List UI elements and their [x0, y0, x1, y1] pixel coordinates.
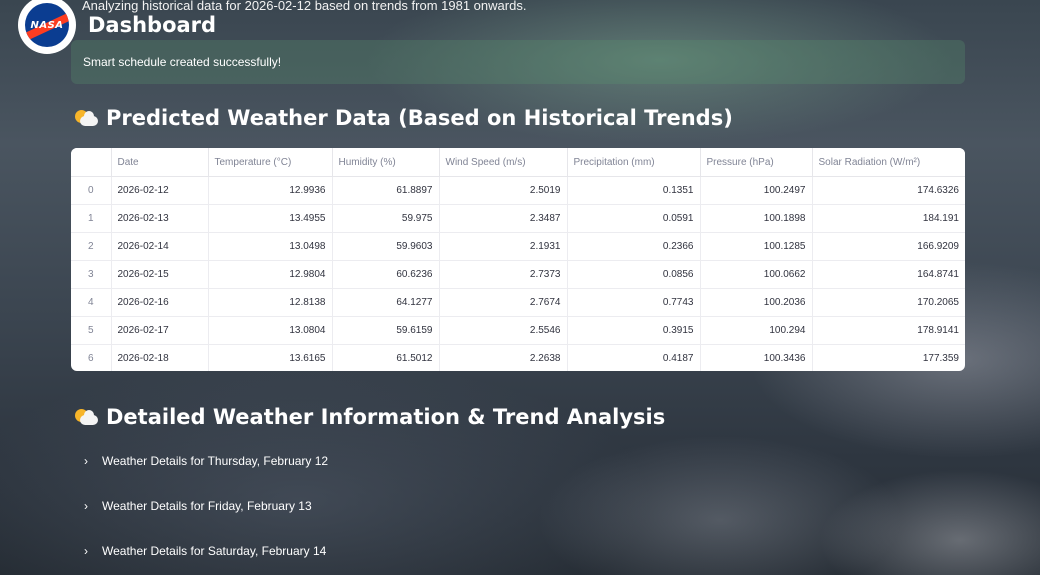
sun-behind-cloud-icon — [74, 406, 98, 428]
expander-label: Weather Details for Thursday, February 1… — [102, 454, 329, 468]
sun-behind-cloud-icon — [74, 107, 98, 129]
cell-wind-speed[interactable]: 2.5019 — [439, 176, 568, 205]
cell-pressure[interactable]: 100.1898 — [700, 204, 813, 233]
cell-temperature[interactable]: 12.9936 — [208, 176, 333, 205]
table-row[interactable]: 5 2026-02-17 13.0804 59.6159 2.5546 0.39… — [71, 316, 965, 345]
analysis-subtitle: Analyzing historical data for 2026-02-12… — [82, 0, 527, 13]
cell-solar-radiation[interactable]: 178.9141 — [812, 316, 965, 345]
row-index: 0 — [71, 176, 112, 205]
cell-humidity[interactable]: 64.1277 — [332, 288, 440, 317]
cell-temperature[interactable]: 12.9804 — [208, 260, 333, 289]
cell-humidity[interactable]: 59.9603 — [332, 232, 440, 261]
cell-temperature[interactable]: 13.4955 — [208, 204, 333, 233]
cell-pressure[interactable]: 100.3436 — [700, 344, 813, 371]
cell-solar-radiation[interactable]: 184.191 — [812, 204, 965, 233]
cell-date[interactable]: 2026-02-17 — [111, 316, 209, 345]
row-index: 3 — [71, 260, 112, 289]
cell-date[interactable]: 2026-02-15 — [111, 260, 209, 289]
cell-humidity[interactable]: 60.6236 — [332, 260, 440, 289]
success-alert: Smart schedule created successfully! — [71, 40, 965, 84]
nasa-meatball-icon: NASA — [25, 3, 69, 47]
cell-temperature[interactable]: 13.6165 — [208, 344, 333, 371]
table-header-row: Date Temperature (°C) Humidity (%) Wind … — [71, 148, 965, 177]
success-message: Smart schedule created successfully! — [83, 55, 282, 69]
row-index: 5 — [71, 316, 112, 345]
cell-temperature[interactable]: 13.0804 — [208, 316, 333, 345]
cell-precipitation[interactable]: 0.1351 — [567, 176, 701, 205]
cell-solar-radiation[interactable]: 166.9209 — [812, 232, 965, 261]
cell-precipitation[interactable]: 0.4187 — [567, 344, 701, 371]
table-row[interactable]: 1 2026-02-13 13.4955 59.975 2.3487 0.059… — [71, 204, 965, 233]
predicted-weather-table[interactable]: Date Temperature (°C) Humidity (%) Wind … — [71, 148, 965, 371]
column-header-solar-radiation[interactable]: Solar Radiation (W/m²) — [812, 148, 965, 177]
cell-solar-radiation[interactable]: 177.359 — [922, 353, 959, 364]
expander-label: Weather Details for Saturday, February 1… — [102, 544, 327, 558]
cell-date[interactable]: 2026-02-13 — [111, 204, 209, 233]
cell-wind-speed[interactable]: 2.3487 — [439, 204, 568, 233]
column-header-humidity[interactable]: Humidity (%) — [332, 148, 440, 177]
column-header-date[interactable]: Date — [111, 148, 209, 177]
row-index: 1 — [71, 204, 112, 233]
cell-precipitation[interactable]: 0.0856 — [567, 260, 701, 289]
column-header-index[interactable] — [71, 148, 112, 177]
cell-pressure[interactable]: 100.2497 — [700, 176, 813, 205]
chevron-right-icon: › — [84, 544, 88, 558]
cell-wind-speed[interactable]: 2.5546 — [439, 316, 568, 345]
cell-humidity[interactable]: 59.6159 — [332, 316, 440, 345]
cell-precipitation[interactable]: 0.0591 — [567, 204, 701, 233]
cell-date[interactable]: 2026-02-18 — [111, 344, 209, 371]
table-row[interactable]: 0 2026-02-12 12.9936 61.8897 2.5019 0.13… — [71, 176, 965, 205]
predicted-section-header: Predicted Weather Data (Based on Histori… — [74, 106, 733, 130]
details-section-title: Detailed Weather Information & Trend Ana… — [106, 405, 666, 429]
cell-wind-speed[interactable]: 2.7373 — [439, 260, 568, 289]
cell-wind-speed[interactable]: 2.2638 — [439, 344, 568, 371]
table-row[interactable]: 3 2026-02-15 12.9804 60.6236 2.7373 0.08… — [71, 260, 965, 289]
chevron-right-icon: › — [84, 454, 88, 468]
row-index: 2 — [71, 232, 112, 261]
cell-precipitation[interactable]: 0.2366 — [567, 232, 701, 261]
cell-temperature[interactable]: 13.0498 — [208, 232, 333, 261]
logo-text: NASA — [30, 19, 64, 31]
expander-label: Weather Details for Friday, February 13 — [102, 499, 312, 513]
details-section-header: Detailed Weather Information & Trend Ana… — [74, 405, 665, 429]
cell-solar-radiation[interactable]: 170.2065 — [812, 288, 965, 317]
cell-pressure[interactable]: 100.2036 — [700, 288, 813, 317]
cell-pressure[interactable]: 100.0662 — [700, 260, 813, 289]
cell-solar-radiation[interactable]: 164.8741 — [812, 260, 965, 289]
cell-pressure[interactable]: 100.294 — [700, 316, 813, 345]
cell-wind-speed[interactable]: 2.7674 — [439, 288, 568, 317]
expander-friday-february-13[interactable]: › Weather Details for Friday, February 1… — [84, 499, 312, 513]
column-header-wind-speed[interactable]: Wind Speed (m/s) — [439, 148, 568, 177]
chevron-right-icon: › — [84, 499, 88, 513]
table-row[interactable]: 4 2026-02-16 12.8138 64.1277 2.7674 0.77… — [71, 288, 965, 317]
cell-humidity[interactable]: 61.5012 — [332, 344, 440, 371]
column-header-temperature[interactable]: Temperature (°C) — [208, 148, 333, 177]
cell-wind-speed[interactable]: 2.1931 — [439, 232, 568, 261]
predicted-section-title: Predicted Weather Data (Based on Histori… — [106, 106, 733, 130]
cell-solar-radiation[interactable]: 174.6326 — [812, 176, 965, 205]
cell-date[interactable]: 2026-02-14 — [111, 232, 209, 261]
cell-humidity[interactable]: 59.975 — [332, 204, 440, 233]
row-index: 4 — [71, 288, 112, 317]
cell-date[interactable]: 2026-02-12 — [111, 176, 209, 205]
nasa-logo: NASA — [18, 0, 76, 54]
cell-precipitation[interactable]: 0.3915 — [567, 316, 701, 345]
column-header-precipitation[interactable]: Precipitation (mm) — [567, 148, 701, 177]
row-index: 6 — [71, 344, 112, 371]
table-row[interactable]: 2 2026-02-14 13.0498 59.9603 2.1931 0.23… — [71, 232, 965, 261]
expander-saturday-february-14[interactable]: › Weather Details for Saturday, February… — [84, 544, 326, 558]
cell-humidity[interactable]: 61.8897 — [332, 176, 440, 205]
page-title: Dashboard — [88, 13, 217, 37]
cell-precipitation[interactable]: 0.7743 — [567, 288, 701, 317]
cell-date[interactable]: 2026-02-16 — [111, 288, 209, 317]
cell-pressure[interactable]: 100.1285 — [700, 232, 813, 261]
table-row[interactable]: 6 2026-02-18 13.6165 61.5012 2.2638 0.41… — [71, 344, 965, 371]
cell-temperature[interactable]: 12.8138 — [208, 288, 333, 317]
column-header-pressure[interactable]: Pressure (hPa) — [700, 148, 813, 177]
expander-thursday-february-12[interactable]: › Weather Details for Thursday, February… — [84, 454, 328, 468]
